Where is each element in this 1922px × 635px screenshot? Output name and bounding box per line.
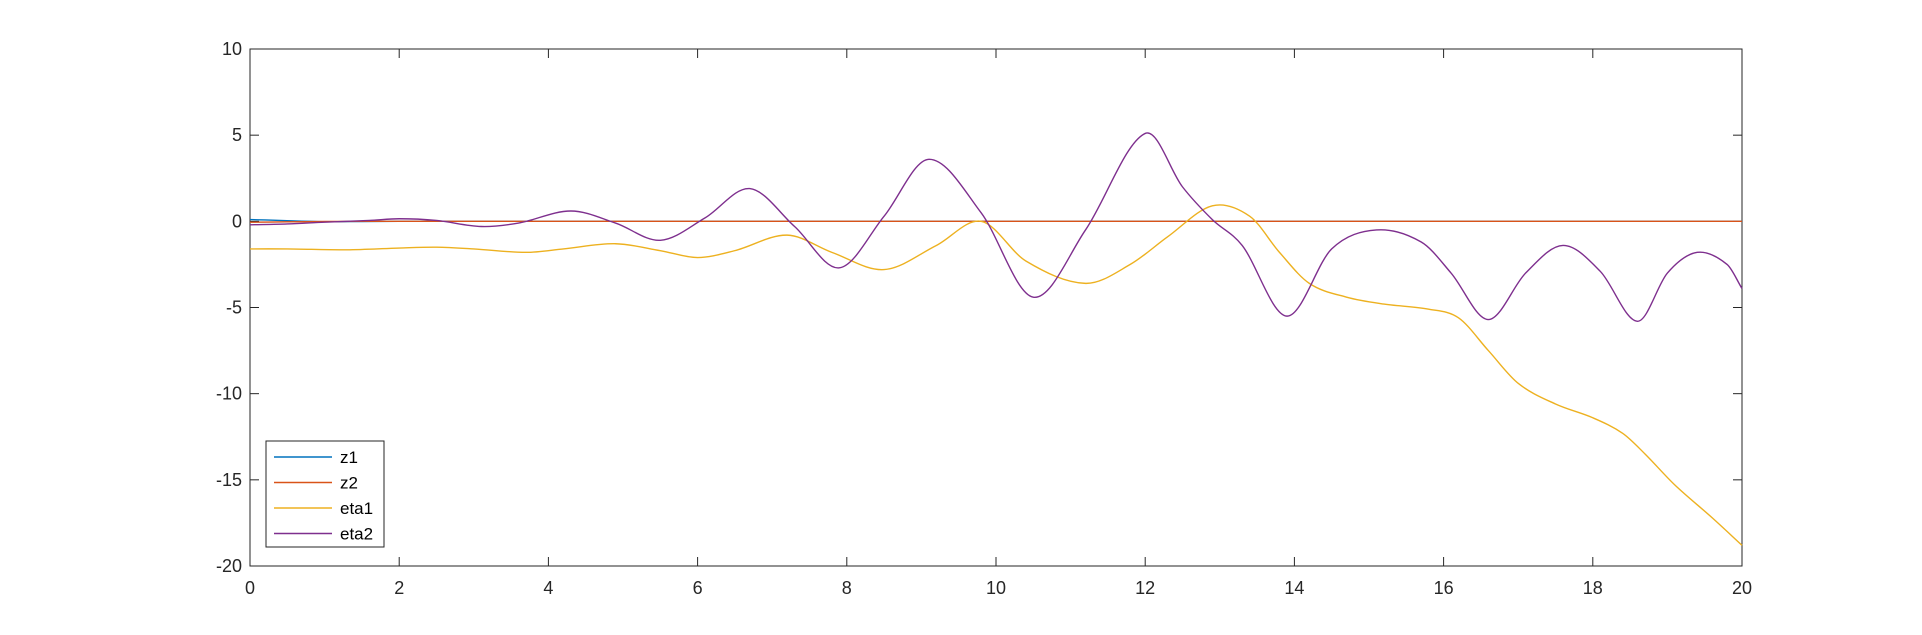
x-tick-label: 4	[543, 578, 553, 598]
y-tick-label: 0	[232, 211, 242, 231]
y-tick-label: -5	[226, 298, 242, 318]
y-tick-label: 5	[232, 125, 242, 145]
legend-label-eta1: eta1	[340, 499, 373, 518]
series-layer	[249, 132, 1743, 546]
y-tick-label: 10	[222, 39, 242, 59]
x-tick-label: 10	[986, 578, 1006, 598]
x-tick-label: 2	[394, 578, 404, 598]
legend-label-z2: z2	[340, 474, 358, 493]
x-tick-label: 6	[693, 578, 703, 598]
x-tick-label: 20	[1732, 578, 1752, 598]
axis-ticks	[249, 48, 1743, 567]
x-tick-label: 14	[1284, 578, 1304, 598]
x-tick-label: 12	[1135, 578, 1155, 598]
x-tick-label: 18	[1583, 578, 1603, 598]
legend-box	[265, 440, 385, 548]
x-tick-label: 8	[842, 578, 852, 598]
y-tick-label: -20	[216, 556, 242, 576]
y-tick-label: -10	[216, 384, 242, 404]
series-line-eta2	[249, 132, 1743, 322]
legend-label-z1: z1	[340, 448, 358, 467]
x-tick-label: 16	[1434, 578, 1454, 598]
y-tick-label: -15	[216, 470, 242, 490]
legend: z1 z2 eta1 eta2	[265, 440, 385, 548]
x-tick-label: 0	[245, 578, 255, 598]
series-line-eta1	[249, 204, 1743, 546]
legend-label-eta2: eta2	[340, 525, 373, 544]
axis-tick-labels: 0 2 4 6 8 10 12 14 16 18 20 10 5 0 -5 -10 -15 -20	[216, 39, 1752, 598]
plot-area	[249, 48, 1743, 567]
